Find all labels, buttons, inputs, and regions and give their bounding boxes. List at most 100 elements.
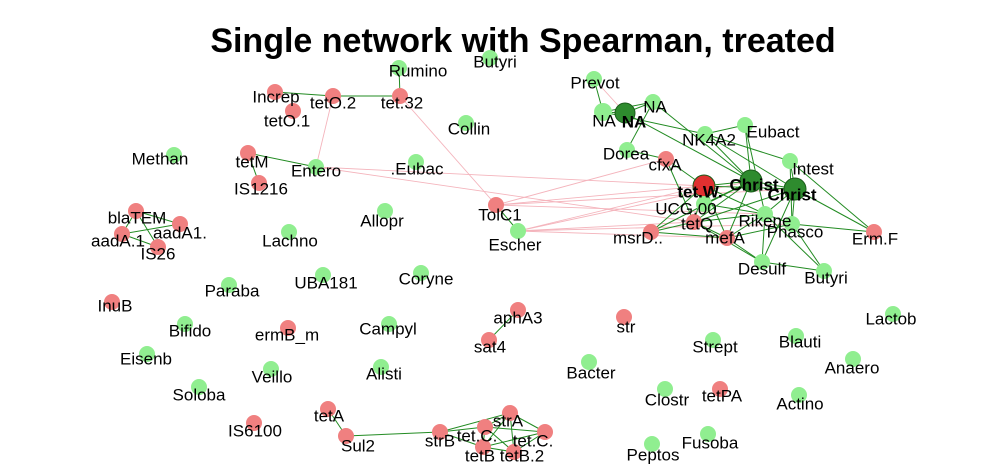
node-label-tetC1: tet.C. — [457, 426, 498, 445]
edge-tetO2-Increp — [274, 91, 334, 97]
node-Sul2[interactable] — [338, 428, 354, 444]
node-Veillo[interactable] — [263, 361, 279, 377]
node-Blauti[interactable] — [788, 328, 804, 344]
node-Clostr[interactable] — [657, 381, 673, 397]
node-TolC1[interactable] — [488, 197, 504, 213]
node-NA1[interactable] — [594, 103, 612, 121]
edge-Rikene-Butyri2 — [764, 213, 825, 272]
node-Prevot[interactable] — [586, 71, 602, 87]
node-IS6100[interactable] — [246, 415, 262, 431]
edge-Entero-tetW — [315, 166, 705, 187]
node-InuB[interactable] — [104, 294, 120, 310]
node-str[interactable] — [616, 309, 632, 325]
node-label-tetPA: tetPA — [702, 386, 743, 405]
node-ErmF[interactable] — [866, 224, 882, 240]
node-Eisenb[interactable] — [139, 346, 155, 362]
node-msrD[interactable] — [643, 224, 659, 240]
node-Allopr[interactable] — [377, 203, 393, 219]
node-label-Dorea: Dorea — [603, 144, 650, 163]
edge-aadA1-aadA — [121, 223, 181, 235]
node-Coryne[interactable] — [413, 265, 429, 281]
edge-Eubact-Rikene — [744, 124, 766, 215]
node-label-UCG: UCG.00 — [655, 199, 716, 218]
node-tet32[interactable] — [392, 88, 408, 104]
node-Lactob[interactable] — [885, 306, 901, 322]
node-Peptos[interactable] — [644, 436, 660, 452]
node-label-tetM: tetM — [235, 152, 268, 171]
node-tetA[interactable] — [320, 401, 336, 417]
node-Entero[interactable] — [308, 159, 324, 175]
node-label-blaTEM: blaTEM — [108, 208, 167, 227]
node-Strept[interactable] — [705, 332, 721, 348]
edge-Escher-tetQ — [517, 221, 695, 232]
node-NA3[interactable] — [645, 94, 661, 110]
node-Soloba[interactable] — [191, 379, 207, 395]
node-Methan[interactable] — [166, 147, 182, 163]
node-label-Campyl: Campyl — [359, 319, 417, 338]
node-Christ2[interactable] — [783, 177, 807, 201]
node-Collin[interactable] — [458, 115, 474, 131]
node-Bifido[interactable] — [177, 316, 193, 332]
node-label-Eisenb: Eisenb — [120, 349, 172, 368]
node-tetO1[interactable] — [285, 103, 301, 119]
node-Eubac[interactable] — [408, 154, 424, 170]
node-Rumino[interactable] — [391, 60, 407, 76]
node-Intest[interactable] — [782, 153, 798, 169]
node-label-NA3: NA — [643, 97, 667, 116]
node-tetC1[interactable] — [477, 419, 493, 435]
node-aadA1[interactable] — [172, 216, 188, 232]
node-IS1216[interactable] — [251, 175, 267, 191]
node-cfxA[interactable] — [658, 151, 674, 167]
node-IS26[interactable] — [150, 239, 166, 255]
node-tetO2[interactable] — [325, 88, 341, 104]
node-Alisti[interactable] — [373, 359, 389, 375]
node-label-sat4: sat4 — [474, 337, 506, 356]
node-Desulf[interactable] — [754, 254, 770, 270]
node-strB[interactable] — [432, 424, 448, 440]
node-label-Christ2: Christ — [767, 185, 816, 204]
node-tetB2[interactable] — [506, 444, 522, 460]
edge-tetQ-Christ2 — [693, 188, 796, 223]
node-Actino[interactable] — [791, 387, 807, 403]
node-NA2[interactable] — [614, 102, 636, 124]
node-Bacter[interactable] — [581, 354, 597, 370]
node-blaTEM[interactable] — [128, 203, 144, 219]
node-tetPA[interactable] — [712, 381, 728, 397]
node-Phasco[interactable] — [784, 216, 800, 232]
node-Increp[interactable] — [267, 84, 283, 100]
node-tetC2[interactable] — [537, 424, 553, 440]
node-mefA[interactable] — [719, 230, 735, 246]
node-Christ1[interactable] — [739, 169, 763, 193]
node-Butyri2[interactable] — [816, 263, 832, 279]
node-Campyl[interactable] — [381, 316, 397, 332]
edge-cfxA-tetQ — [665, 158, 695, 223]
node-label-Blauti: Blauti — [779, 332, 822, 351]
node-Fusoba[interactable] — [700, 426, 716, 442]
node-label-Eubact: Eubact — [747, 122, 800, 141]
node-label-ErmF: Erm.F — [852, 229, 898, 248]
node-Paraba[interactable] — [221, 277, 237, 293]
node-UBA181[interactable] — [315, 267, 331, 283]
node-aadA[interactable] — [114, 226, 130, 242]
node-tetM[interactable] — [240, 145, 256, 161]
node-Escher[interactable] — [510, 223, 526, 239]
node-ermBm[interactable] — [280, 320, 296, 336]
node-Dorea[interactable] — [619, 142, 635, 158]
node-tetQ[interactable] — [686, 214, 702, 230]
node-Rikene[interactable] — [757, 206, 773, 222]
node-UCG[interactable] — [696, 196, 712, 212]
node-NK4A2[interactable] — [697, 126, 713, 142]
node-label-strB: strB — [425, 431, 455, 450]
node-tetB1[interactable] — [475, 439, 491, 455]
node-label-tetO2: tetO.2 — [310, 93, 356, 112]
node-sat4[interactable] — [481, 332, 497, 348]
node-aphA3[interactable] — [510, 302, 526, 318]
node-strA[interactable] — [502, 405, 518, 421]
edge-TolC1-tetW — [495, 185, 705, 206]
node-Eubact[interactable] — [737, 117, 753, 133]
node-Anaero[interactable] — [845, 351, 861, 367]
node-label-ermBm: ermB_m — [255, 325, 319, 344]
node-Butyri1[interactable] — [482, 50, 498, 66]
node-Lachno[interactable] — [281, 224, 297, 240]
